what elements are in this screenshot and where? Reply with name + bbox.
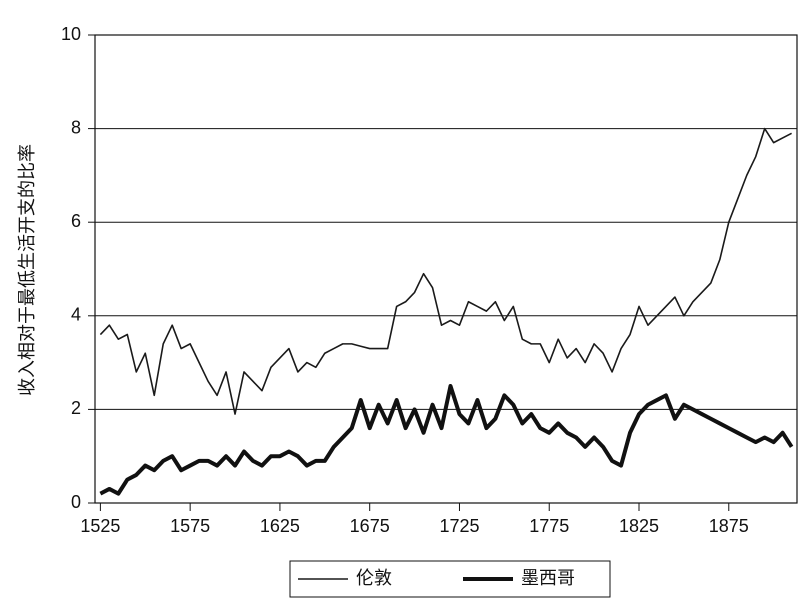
x-tick-label: 1575 — [170, 516, 210, 536]
y-tick-label: 2 — [71, 398, 81, 418]
x-tick-label: 1525 — [80, 516, 120, 536]
y-axis-label: 收入相对于最低生活开支的比率 — [17, 144, 37, 396]
legend-label: 伦敦 — [356, 568, 392, 588]
y-tick-label: 0 — [71, 492, 81, 512]
legend-box — [289, 560, 611, 598]
series-line — [99, 127, 792, 415]
y-tick-label: 8 — [71, 117, 81, 137]
legend-label: 墨西哥 — [521, 568, 575, 588]
x-tick-label: 1875 — [709, 516, 749, 536]
x-tick-label: 1675 — [350, 516, 390, 536]
x-tick-label: 1625 — [260, 516, 300, 536]
x-tick-label: 1725 — [439, 516, 479, 536]
y-tick-label: 4 — [71, 305, 81, 325]
y-tick-label: 10 — [61, 24, 81, 44]
x-tick-label: 1825 — [619, 516, 659, 536]
x-tick-label: 1775 — [529, 516, 569, 536]
series-line — [99, 384, 794, 496]
plot-frame — [94, 34, 798, 504]
y-tick-label: 6 — [71, 211, 81, 231]
